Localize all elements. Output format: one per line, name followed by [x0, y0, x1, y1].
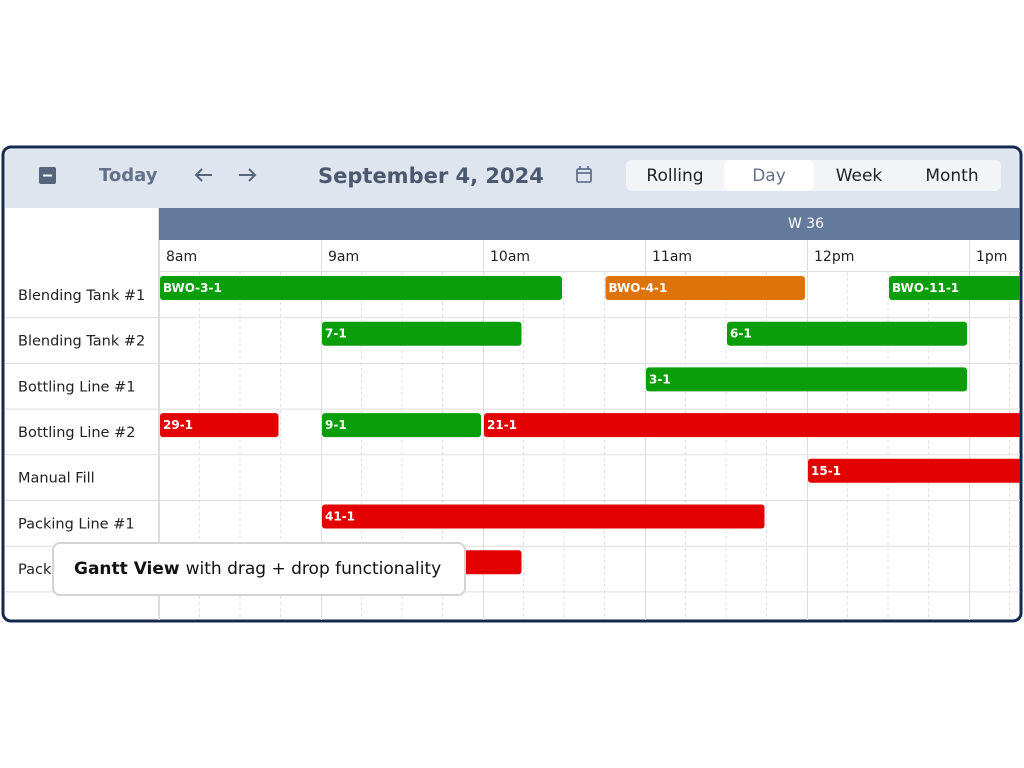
task-bar[interactable]: [646, 367, 967, 392]
task-label: 15-1: [811, 464, 841, 478]
caption-bold: Gantt View: [74, 559, 180, 579]
row-label: Blending Tank #1: [18, 288, 145, 304]
task-bar[interactable]: [322, 321, 522, 346]
hour-label: 8am: [166, 249, 197, 265]
task-bar[interactable]: [484, 413, 1024, 438]
next-button[interactable]: [239, 168, 257, 182]
task-label: 41-1: [325, 510, 355, 524]
task-bar[interactable]: [605, 276, 806, 300]
hour-label: 11am: [652, 249, 692, 265]
task-label: 21-1: [487, 418, 517, 432]
task-label: 7-1: [325, 327, 347, 341]
task-label: BWO-11-1: [892, 281, 959, 295]
hour-label: 1pm: [976, 249, 1007, 265]
task-bar[interactable]: [727, 321, 967, 346]
task-label: 6-1: [730, 327, 752, 341]
row-label: Bottling Line #1: [18, 379, 135, 395]
row-label: Bottling Line #2: [18, 425, 135, 441]
week-header: [159, 208, 1020, 240]
task-bar[interactable]: [160, 276, 562, 300]
caption: Gantt View with drag + drop functionality: [52, 542, 466, 596]
task-bar[interactable]: [322, 413, 481, 438]
task-bar[interactable]: [889, 276, 1024, 300]
view-option[interactable]: Month: [925, 166, 978, 186]
row-label: Manual Fill: [18, 471, 95, 487]
view-option[interactable]: Week: [836, 166, 883, 186]
week-label: W 36: [788, 216, 824, 232]
task-label: 3-1: [649, 372, 671, 386]
calendar-button[interactable]: [576, 166, 592, 183]
task-bar[interactable]: [808, 458, 1024, 483]
today-button[interactable]: Today: [99, 165, 158, 186]
prev-button[interactable]: [194, 168, 212, 182]
row-label: Packing Line #1: [18, 516, 135, 532]
hour-label: 9am: [328, 249, 359, 265]
row-label: Blending Tank #2: [18, 334, 145, 350]
view-option[interactable]: Rolling: [646, 166, 703, 186]
hour-label: 12pm: [814, 249, 854, 265]
view-option[interactable]: Day: [752, 166, 786, 186]
task-label: BWO-3-1: [163, 281, 222, 295]
task-label: 29-1: [163, 418, 193, 432]
task-bar[interactable]: [160, 413, 279, 438]
view-selected: [724, 160, 814, 191]
caption-text: with drag + drop functionality: [185, 559, 442, 579]
task-label: BWO-4-1: [609, 281, 668, 295]
hour-label: 10am: [490, 249, 530, 265]
task-label: 9-1: [325, 418, 347, 432]
task-bar[interactable]: [322, 504, 765, 529]
current-date: September 4, 2024: [318, 164, 544, 188]
